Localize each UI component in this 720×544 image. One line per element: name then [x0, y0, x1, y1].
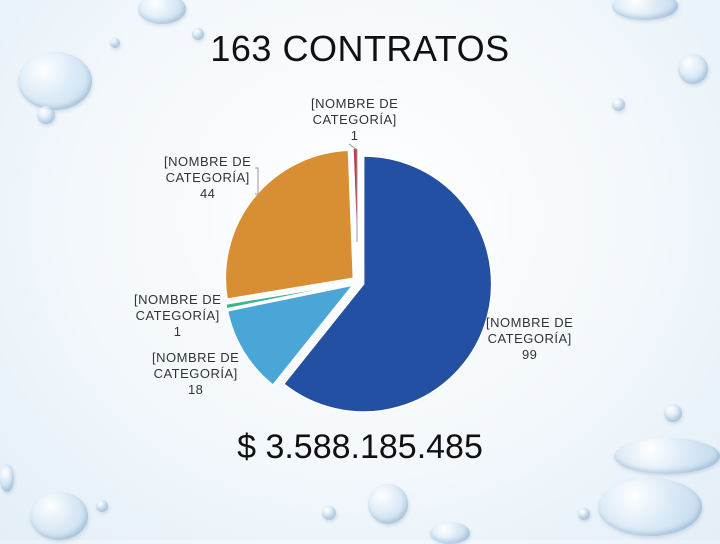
data-label-18: [NOMBRE DE CATEGORÍA] 18 [152, 350, 239, 398]
data-label-value: 18 [187, 382, 204, 397]
water-drop-decoration [614, 438, 720, 474]
water-drop-decoration [0, 464, 14, 492]
water-drop-decoration [96, 500, 108, 512]
pie-slice-44 [224, 149, 355, 300]
water-drop-decoration [37, 106, 55, 124]
data-label-line2: CATEGORÍA] [165, 170, 250, 185]
data-label-99: [NOMBRE DE CATEGORÍA] 99 [486, 315, 573, 363]
water-drop-decoration [664, 404, 682, 422]
chart-title: 163 CONTRATOS [210, 28, 510, 69]
water-drop-decoration [30, 492, 88, 540]
water-drop-decoration [18, 52, 92, 110]
data-label-value: 1 [173, 324, 182, 339]
water-drop-decoration [192, 28, 204, 40]
data-label-line1: [NOMBRE DE [164, 154, 252, 169]
water-drop-decoration [368, 484, 408, 524]
water-drop-decoration [322, 506, 336, 520]
water-drop-decoration [110, 38, 120, 48]
water-drop-decoration [678, 54, 708, 84]
data-label-value: 99 [521, 347, 538, 362]
pie-slice-18 [226, 283, 355, 387]
water-drop-decoration [138, 0, 186, 24]
data-label-line2: CATEGORÍA] [135, 308, 220, 323]
water-drop-decoration [612, 0, 678, 20]
label-leader-line [348, 143, 358, 242]
data-label-line1: [NOMBRE DE [134, 292, 222, 307]
water-drop-decoration [612, 98, 625, 111]
water-drop-decoration [598, 478, 702, 536]
data-label-1-left: [NOMBRE DE CATEGORÍA] 1 [134, 292, 221, 340]
pie-slice-1 [224, 282, 353, 310]
data-label-value: 1 [350, 128, 359, 143]
data-label-44: [NOMBRE DE CATEGORÍA] 44 [164, 154, 251, 202]
total-amount: $ 3.588.185.485 [237, 428, 483, 466]
data-label-1-top: [NOMBRE DE CATEGORÍA] 1 [311, 96, 398, 144]
data-label-value: 44 [199, 186, 216, 201]
data-label-line1: [NOMBRE DE [486, 315, 574, 330]
water-drop-decoration [430, 522, 470, 544]
data-label-line2: CATEGORÍA] [487, 331, 572, 346]
label-leader-line [255, 167, 259, 195]
data-label-line1: [NOMBRE DE [152, 350, 240, 365]
data-label-line1: [NOMBRE DE [311, 96, 399, 111]
data-label-line2: CATEGORÍA] [312, 112, 397, 127]
water-drop-decoration [578, 508, 590, 520]
pie-slice-99 [282, 155, 493, 413]
data-label-line2: CATEGORÍA] [153, 366, 238, 381]
